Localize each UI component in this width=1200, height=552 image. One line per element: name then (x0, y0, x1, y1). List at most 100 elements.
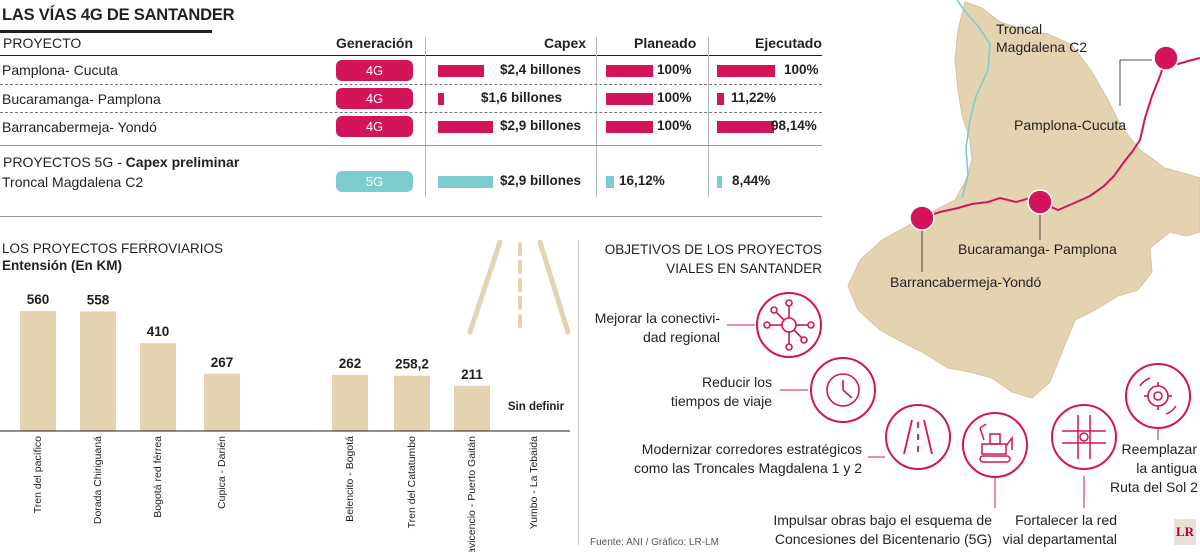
generation-badge: 4G (336, 116, 413, 137)
map-label: Troncal (996, 21, 1042, 37)
planned-value: 100% (657, 118, 692, 133)
value-label: 267 (211, 355, 234, 370)
route-barranca-bucaramanga (921, 196, 1041, 219)
chart-ylabel: Entensión (En KM) (2, 258, 122, 273)
objective-line: Ruta del Sol 2 (1110, 479, 1198, 495)
header-planned: Planeado (634, 35, 697, 51)
executed-bar (717, 176, 722, 188)
objective-line: Mejorar la conectivi- (594, 310, 720, 326)
category-label: Tren del Catatumbo (406, 436, 418, 529)
section-5g-prefix: PROYECTOS 5G - (3, 154, 126, 170)
row-name: Barrancabermeja- Yondó (2, 119, 157, 135)
capex-bar (438, 121, 493, 133)
infographic-title: LAS VÍAS 4G DE SANTANDER (2, 6, 235, 24)
panel-divider (578, 240, 579, 545)
planned-value: 100% (657, 62, 692, 77)
objective-text: Reducir los tiempos de viaje (600, 373, 772, 411)
objective-line: Impulsar obras bajo el esquema de (773, 512, 992, 528)
capex-value: $2,4 billones (500, 62, 582, 77)
map-label: Magdalena C2 (996, 39, 1087, 55)
category-label: Yumbo - La Tebaida (528, 436, 540, 529)
planned-bar (606, 121, 653, 133)
capex-bar (438, 93, 444, 105)
section-divider (0, 145, 822, 146)
capex-value: $1,6 billones (481, 90, 563, 105)
category-label: Dorada Chiriguaná (92, 436, 104, 524)
bar-6 (454, 385, 490, 431)
executed-bar (717, 65, 775, 77)
row-divider (0, 112, 822, 113)
river-line (956, 0, 991, 199)
objective-line: tiempos de viaje (670, 393, 772, 409)
objective-line: Fortalecer la red (1015, 512, 1117, 528)
objective-line: dad regional (642, 329, 720, 345)
city-marker-pamplona (1153, 45, 1179, 71)
header-generation: Generación (336, 35, 414, 51)
planned-bar (606, 93, 653, 105)
objectives-title-line2: VIALES EN SANTANDER (666, 261, 822, 276)
objective-text: Mejorar la conectivi-dad regional (560, 309, 720, 347)
value-label: 410 (147, 324, 170, 339)
value-label: 560 (27, 292, 50, 307)
value-label: 262 (339, 356, 362, 371)
objective-line: Reemplazar (1121, 441, 1197, 457)
executed-bar (717, 93, 724, 105)
section-5g-bold: Capex preliminar (125, 154, 240, 170)
header-rule (0, 55, 822, 56)
source-note: Fuente: ANI / Gráfico: LR-LM (590, 537, 719, 548)
network-icon (756, 292, 822, 358)
excavator-icon (962, 412, 1028, 478)
map-label: Pamplona-Cucuta (1014, 117, 1126, 133)
objective-text: Impulsar obras bajo el esquema de Concesi… (700, 511, 992, 549)
category-label: Villavicencio - Puerto Gaitán (466, 436, 478, 552)
value-label: 211 (461, 367, 483, 382)
generation-badge: 4G (336, 60, 413, 81)
santander-map: Troncal Magdalena C2 Pamplona-Cucuta Buc… (727, 0, 1200, 508)
map-label: Barrancabermeja-Yondó (890, 274, 1041, 290)
executed-value: 98,14% (771, 118, 817, 133)
category-label: Bogotá red férrea (152, 436, 164, 518)
column-divider (596, 37, 597, 197)
highway-icon (467, 240, 571, 335)
railway-bar-chart: 560 Tren del pacífico 558 Dorada Chiriguaná… (0, 292, 570, 552)
objectives-title-line1: OBJETIVOS DE LOS PROYECTOS (604, 242, 822, 257)
generation-badge: 5G (336, 171, 413, 192)
leader-line (1119, 59, 1152, 106)
city-marker-bucaramanga (1027, 189, 1053, 215)
route-bucaramanga-pamplona (1039, 57, 1167, 212)
planned-bar (606, 65, 653, 77)
section-divider (0, 216, 822, 217)
capex-bar (438, 176, 493, 188)
bar-0 (20, 311, 56, 431)
map-label: Bucaramanga- Pamplona (958, 241, 1117, 257)
executed-value: 8,44% (732, 173, 771, 188)
row-divider (0, 84, 822, 85)
intersection-icon (1051, 404, 1117, 470)
objective-text: Reemplazar la antigua Ruta del Sol 2 (1110, 440, 1198, 497)
row-name: Troncal Magdalena C2 (2, 174, 144, 190)
objective-text: Modernizar corredores estratégicos como l… (600, 440, 862, 478)
value-label: 558 (87, 292, 110, 307)
objective-line: Concesiones del Bicentenario (5G) (774, 531, 992, 547)
road-icon (885, 404, 951, 470)
planned-value: 100% (657, 90, 692, 105)
category-label: Belencito - Bogotá (344, 436, 356, 522)
column-divider (708, 37, 709, 197)
value-label: 258,2 (395, 357, 429, 372)
header-capex: Capex (544, 35, 587, 51)
header-executed: Ejecutado (755, 35, 822, 51)
objective-line: como las Troncales Magdalena 1 y 2 (633, 460, 862, 476)
objective-line: Reducir los (701, 374, 772, 390)
row-name: Pamplona- Cucuta (2, 62, 118, 78)
objectives-title: OBJETIVOS DE LOS PROYECTOS VIALES EN SANT… (598, 240, 822, 278)
lr-logo: LR (1174, 519, 1196, 545)
executed-value: 11,22% (731, 90, 777, 105)
row-name: Bucaramanga- Pamplona (2, 91, 161, 107)
bar-4 (332, 374, 368, 431)
bar-3 (204, 373, 240, 431)
objective-line: Modernizar corredores estratégicos (641, 441, 862, 457)
capex-bar (438, 65, 484, 77)
bar-2 (140, 343, 176, 431)
city-marker-barranca (909, 205, 935, 231)
header-project: PROYECTO (3, 35, 82, 51)
